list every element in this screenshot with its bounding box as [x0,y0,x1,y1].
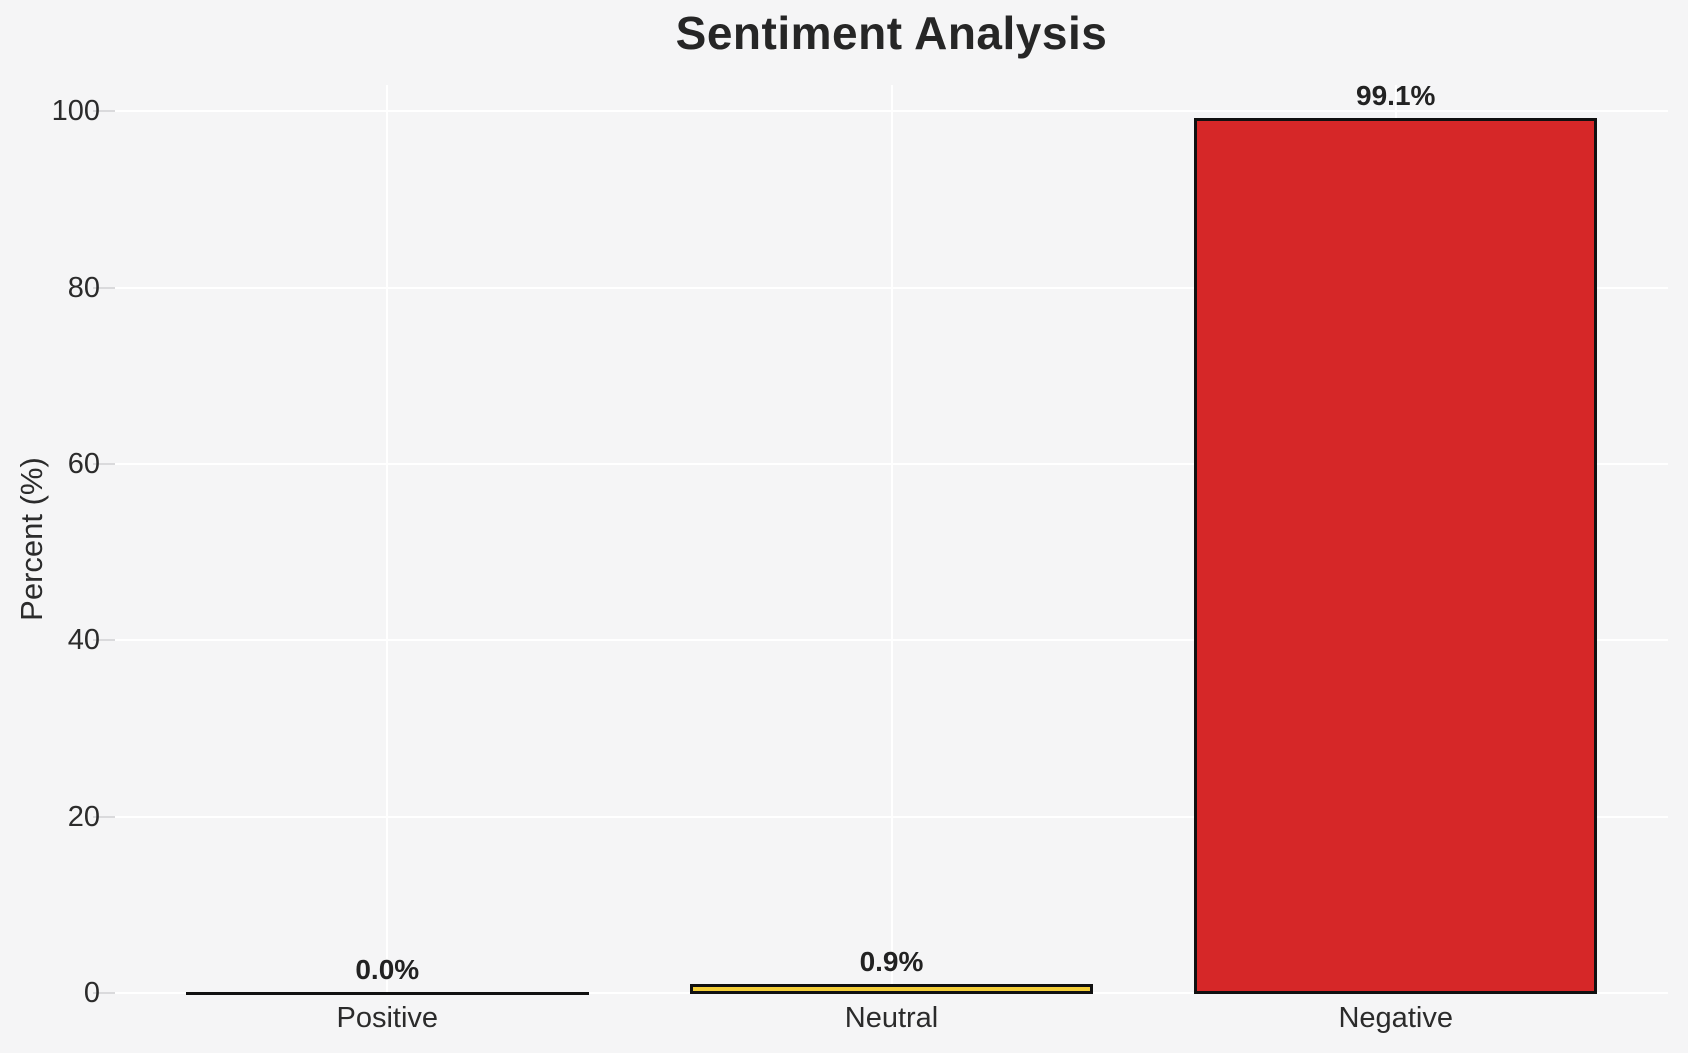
bar-negative [1194,117,1598,995]
category-label: Neutral [844,1002,939,1034]
bar-neutral [689,983,1094,995]
y-tick-label: 80 [67,271,100,304]
value-label: 99.1% [1356,79,1436,111]
v-gridline [890,85,893,993]
y-tick [93,286,115,289]
y-tick-label: 60 [67,448,100,481]
chart-title: Sentiment Analysis [675,7,1108,59]
v-gridline [386,85,389,993]
y-tick [93,110,115,113]
bar-positive [185,991,589,995]
y-tick [93,463,115,466]
y-tick [93,639,115,642]
y-axis-label: Percent (%) [14,457,49,621]
y-tick-label: 0 [83,977,100,1009]
y-tick [93,992,115,994]
y-tick-label: 40 [67,624,100,657]
y-tick-label: 20 [67,800,100,833]
y-tick [93,815,115,818]
value-label: 0.0% [355,953,420,985]
category-label: Negative [1338,1002,1453,1034]
value-label: 0.9% [859,945,924,977]
y-tick-label: 100 [51,95,100,128]
category-label: Positive [336,1002,439,1034]
